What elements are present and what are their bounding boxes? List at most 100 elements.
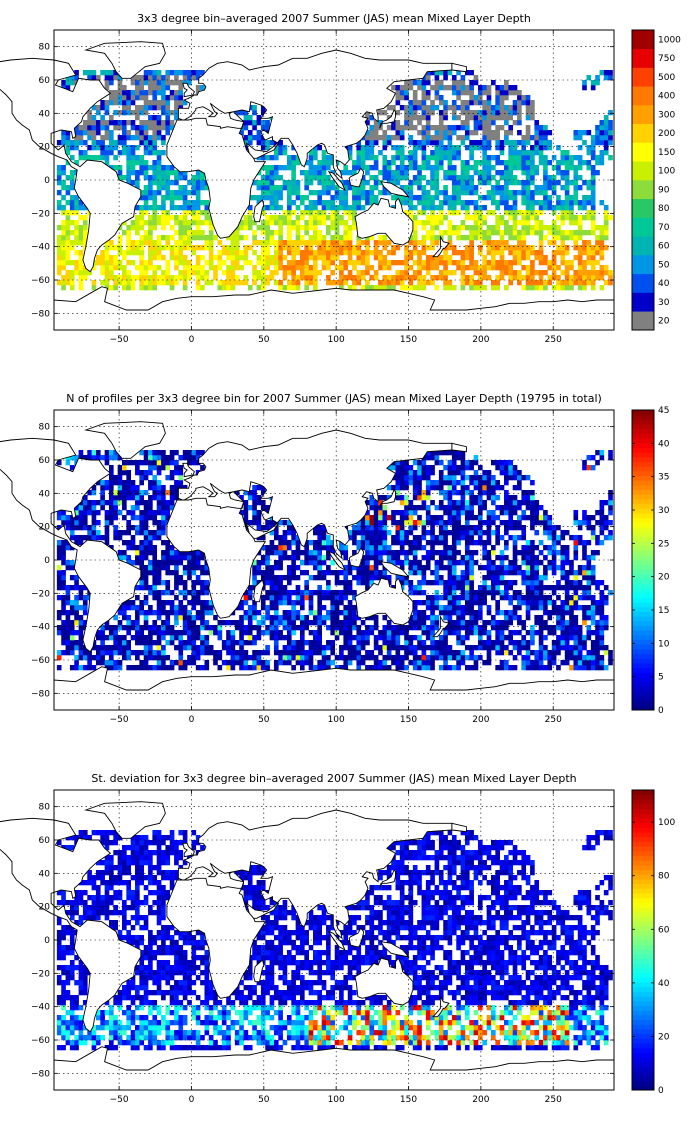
- heatmap-cell: [456, 610, 461, 616]
- heatmap-cell: [595, 275, 600, 281]
- heatmap-cell: [399, 565, 405, 571]
- heatmap-cell: [451, 270, 457, 276]
- heatmap-cell: [504, 115, 509, 121]
- heatmap-cell: [286, 650, 292, 656]
- heatmap-cell: [117, 555, 123, 561]
- heatmap-cell: [100, 265, 105, 271]
- heatmap-cell: [582, 80, 587, 86]
- heatmap-cell: [299, 225, 305, 231]
- heatmap-cell: [434, 135, 440, 141]
- heatmap-cell: [386, 250, 392, 256]
- heatmap-cell: [590, 570, 596, 576]
- heatmap-cell: [564, 170, 570, 176]
- heatmap-cell: [182, 200, 188, 206]
- heatmap-cell: [256, 285, 262, 291]
- heatmap-cell: [369, 155, 375, 161]
- heatmap-cell: [273, 640, 279, 646]
- heatmap-cell: [512, 270, 518, 276]
- heatmap-cell: [313, 575, 318, 581]
- heatmap-cell: [504, 170, 509, 176]
- heatmap-cell: [382, 175, 388, 181]
- heatmap-cell: [451, 575, 457, 581]
- heatmap-cell: [347, 650, 353, 656]
- heatmap-cell: [530, 640, 535, 646]
- heatmap-cell: [269, 230, 275, 236]
- heatmap-cell: [265, 180, 270, 186]
- heatmap-cell: [330, 280, 336, 286]
- heatmap-cell: [378, 650, 383, 656]
- heatmap-cell: [473, 205, 479, 211]
- heatmap-cell: [126, 270, 131, 276]
- heatmap-cell: [273, 150, 279, 156]
- heatmap-cell: [386, 175, 392, 181]
- heatmap-cell: [395, 125, 401, 131]
- heatmap-cell: [556, 595, 561, 601]
- heatmap-cell: [226, 635, 231, 641]
- heatmap-cell: [91, 145, 97, 151]
- heatmap-cell: [148, 125, 153, 131]
- heatmap-cell: [295, 155, 301, 161]
- heatmap-cell: [482, 550, 487, 556]
- heatmap-cell: [447, 125, 453, 131]
- heatmap-cell: [447, 70, 453, 76]
- heatmap-cell: [434, 240, 440, 246]
- heatmap-cell: [525, 245, 531, 251]
- heatmap-cell: [187, 180, 192, 186]
- heatmap-cell: [260, 165, 266, 171]
- heatmap-cell: [104, 130, 110, 136]
- heatmap-cell: [217, 240, 223, 246]
- heatmap-cell: [187, 630, 192, 636]
- heatmap-cell: [582, 640, 587, 646]
- heatmap-cell: [577, 660, 583, 666]
- heatmap-cell: [603, 620, 609, 626]
- heatmap-cell: [278, 595, 283, 601]
- heatmap-cell: [430, 635, 435, 641]
- heatmap-cell: [564, 635, 570, 641]
- heatmap-cell: [421, 220, 427, 226]
- heatmap-cell: [404, 250, 409, 256]
- heatmap-cell: [122, 95, 127, 101]
- heatmap-cell: [508, 205, 514, 211]
- heatmap-cell: [512, 590, 518, 596]
- heatmap-cell: [373, 660, 379, 666]
- heatmap-cell: [590, 265, 596, 271]
- heatmap-cell: [247, 210, 253, 216]
- heatmap-cell: [382, 280, 388, 286]
- heatmap-cell: [352, 650, 357, 656]
- heatmap-cell: [195, 195, 201, 201]
- heatmap-cell: [395, 150, 401, 156]
- heatmap-cell: [156, 605, 162, 611]
- x-tick-label: 200: [472, 335, 489, 345]
- heatmap-cell: [499, 620, 505, 626]
- heatmap-cell: [521, 555, 527, 561]
- heatmap-cell: [456, 615, 461, 621]
- heatmap-cell: [65, 620, 71, 626]
- heatmap-cell: [456, 125, 461, 131]
- heatmap-cell: [586, 665, 592, 671]
- heatmap-cell: [304, 230, 309, 236]
- heatmap-cell: [460, 100, 466, 106]
- heatmap-cell: [152, 200, 158, 206]
- heatmap-cell: [538, 140, 544, 146]
- heatmap-cell: [447, 130, 453, 136]
- heatmap-cell: [148, 80, 153, 86]
- heatmap-cell: [564, 210, 570, 216]
- heatmap-cell: [156, 70, 162, 76]
- heatmap-cell: [191, 570, 197, 576]
- heatmap-cell: [282, 285, 288, 291]
- heatmap-cell: [391, 280, 396, 286]
- heatmap-cell: [360, 555, 366, 561]
- heatmap-cell: [260, 260, 266, 266]
- heatmap-cell: [508, 190, 514, 196]
- heatmap-cell: [330, 605, 336, 611]
- heatmap-cell: [477, 615, 483, 621]
- heatmap-cell: [360, 175, 366, 181]
- heatmap-cell: [330, 640, 336, 646]
- heatmap-cell: [590, 85, 596, 91]
- heatmap-cell: [200, 590, 205, 596]
- heatmap-cell: [317, 195, 322, 201]
- heatmap-cell: [464, 595, 470, 601]
- heatmap-cell: [108, 80, 114, 86]
- heatmap-cell: [395, 640, 401, 646]
- heatmap-cell: [408, 275, 414, 281]
